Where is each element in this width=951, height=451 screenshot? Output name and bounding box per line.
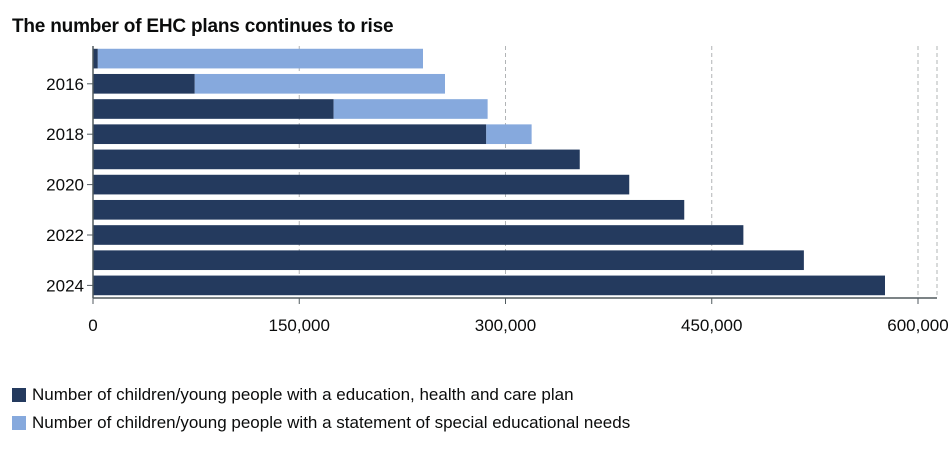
bar-ehc-2019 xyxy=(93,149,580,170)
bar-ehc-2023 xyxy=(93,250,804,271)
chart-title: The number of EHC plans continues to ris… xyxy=(12,16,394,37)
legend-item-ehc: Number of children/young people with a e… xyxy=(12,381,630,409)
bar-ehc-2015 xyxy=(93,48,98,69)
bar-ehc-2018 xyxy=(93,124,487,145)
bar-statement-2018 xyxy=(486,124,532,145)
bar-ehc-2016 xyxy=(93,73,195,94)
x-tick-label: 600,000 xyxy=(887,316,948,335)
bar-chart: 2016 2018 2020 2022 2024 0 150,000 300,000 450,… xyxy=(46,46,949,335)
legend-item-statement: Number of children/young people with a s… xyxy=(12,409,630,437)
bar-ehc-2017 xyxy=(93,99,334,119)
axes xyxy=(87,46,937,304)
x-tick-labels: 0 150,000 300,000 450,000 600,000 xyxy=(88,316,948,335)
x-tick-label: 450,000 xyxy=(681,316,742,335)
y-tick-label: 2024 xyxy=(46,276,84,295)
legend: Number of children/young people with a e… xyxy=(12,381,630,437)
legend-label-statement: Number of children/young people with a s… xyxy=(32,413,631,432)
y-tick-label: 2020 xyxy=(46,176,84,195)
bar-statement-2016 xyxy=(194,73,445,94)
bars xyxy=(93,48,885,296)
bar-ehc-2024 xyxy=(93,275,885,296)
bar-ehc-2022 xyxy=(93,225,744,245)
y-tick-labels: 2016 2018 2020 2022 2024 xyxy=(46,75,84,296)
legend-swatch-ehc xyxy=(12,388,26,402)
x-tick-label: 0 xyxy=(88,316,97,335)
bar-statement-2017 xyxy=(333,99,488,119)
x-tick-label: 150,000 xyxy=(269,316,330,335)
bar-ehc-2020 xyxy=(93,174,630,195)
bar-ehc-2021 xyxy=(93,199,685,220)
bar-statement-2015 xyxy=(97,48,423,69)
y-tick-label: 2016 xyxy=(46,75,84,94)
y-tick-label: 2022 xyxy=(46,226,84,245)
legend-label-ehc: Number of children/young people with a e… xyxy=(32,385,574,404)
legend-swatch-statement xyxy=(12,416,26,430)
x-tick-label: 300,000 xyxy=(475,316,536,335)
y-tick-label: 2018 xyxy=(46,125,84,144)
